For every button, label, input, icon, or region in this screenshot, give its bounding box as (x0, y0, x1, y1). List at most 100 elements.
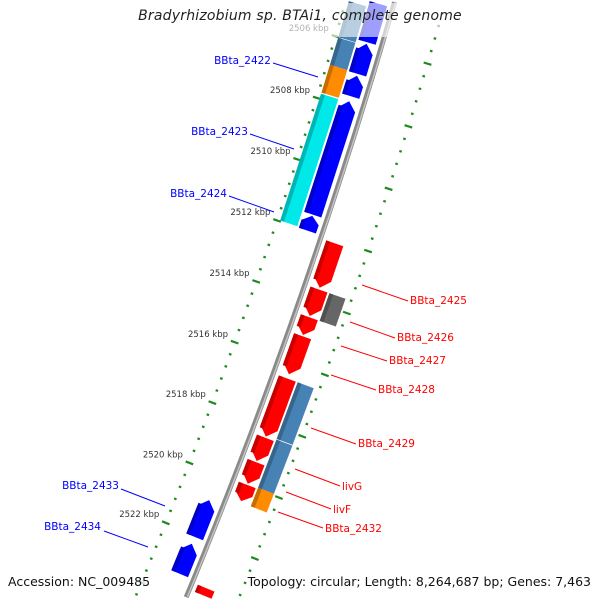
inner-minor-tick (168, 509, 173, 513)
outer-major-tick (363, 248, 373, 254)
outer-minor-tick (296, 447, 300, 451)
feature-shadow-edge (303, 286, 315, 309)
genome-backbone (183, 1, 397, 599)
outer-major-tick (404, 124, 413, 129)
feature-shadow-edge (258, 439, 281, 490)
tick-label: 2514 kbp (210, 269, 250, 279)
accession-text: Accession: NC_009485 (8, 574, 151, 589)
feature-shadow-edge (296, 314, 305, 328)
outer-minor-tick (258, 544, 262, 548)
inner-minor-tick (219, 377, 223, 380)
gene-label[interactable]: BBta_2425 (410, 295, 467, 307)
gene-label[interactable]: BBta_2423 (191, 126, 248, 138)
feature-shadow-edge (349, 47, 360, 73)
feature-cyan-feature (280, 93, 339, 227)
outer-minor-tick (332, 348, 336, 352)
outer-major-tick (298, 433, 307, 439)
inner-minor-tick (303, 133, 307, 137)
outer-minor-tick (262, 532, 267, 536)
inner-minor-tick (224, 364, 228, 368)
feature-shadow-edge (276, 382, 302, 441)
label-leader-line (294, 468, 341, 487)
tick-label: 2522 kbp (119, 510, 159, 520)
inner-minor-tick (144, 569, 148, 573)
topology-text: Topology: circular; Length: 8,264,687 bp… (247, 574, 591, 589)
inner-minor-tick (307, 121, 311, 124)
inner-minor-tick (237, 328, 241, 332)
feature-shadow-edge (250, 487, 262, 508)
feature-steel-feature (258, 439, 293, 494)
inner-minor-tick (291, 170, 295, 173)
feature-shadow-edge (342, 79, 351, 95)
genome-backbone-highlight (186, 1, 397, 598)
outer-minor-tick (398, 149, 403, 153)
inner-minor-tick (267, 243, 271, 247)
outer-major-tick (342, 310, 351, 316)
label-leader-line (249, 133, 295, 150)
inner-minor-tick (206, 413, 210, 417)
inner-minor-tick (258, 267, 263, 271)
outer-minor-tick (391, 174, 395, 178)
inner-major-tick (272, 218, 282, 223)
gene-label[interactable]: BBta_2426 (397, 332, 454, 344)
tick-label: 2508 kbp (270, 86, 310, 96)
outer-minor-tick (305, 422, 309, 426)
inner-minor-tick (134, 592, 139, 596)
inner-major-tick (161, 520, 170, 526)
inner-minor-tick (154, 545, 158, 549)
gene-label[interactable]: BBta_2428 (378, 384, 435, 396)
feature-steel-feature (276, 382, 314, 445)
feature-shadow-edge (171, 546, 185, 572)
outer-minor-tick (248, 569, 252, 573)
inner-minor-tick (271, 231, 275, 235)
outer-minor-tick (429, 49, 433, 53)
outer-minor-tick (374, 224, 378, 228)
tick-label: 2510 kbp (251, 147, 291, 157)
inner-minor-tick (279, 206, 283, 210)
inner-minor-tick (197, 437, 201, 441)
label-leader-line (103, 530, 149, 548)
inner-minor-tick (287, 182, 291, 186)
inner-minor-tick (201, 425, 205, 429)
inner-minor-tick (246, 304, 250, 308)
outer-minor-tick (414, 99, 418, 103)
feature-shadow-edge (250, 434, 261, 454)
inner-major-tick (230, 339, 239, 345)
label-leader-line (340, 345, 388, 362)
gene-label[interactable]: BBta_2427 (389, 355, 446, 367)
gene-label[interactable]: BBta_2422 (214, 55, 271, 67)
gene-label[interactable]: BBta_2434 (44, 521, 101, 533)
feature-shadow-edge (330, 37, 342, 66)
label-leader-line (277, 511, 324, 529)
outer-minor-tick (370, 237, 374, 241)
inner-minor-tick (283, 194, 287, 198)
outer-minor-tick (410, 112, 414, 116)
outer-minor-tick (327, 361, 331, 364)
inner-minor-tick (322, 71, 326, 75)
outer-minor-tick (349, 299, 353, 303)
feature-shadow-edge (194, 584, 202, 594)
outer-minor-tick (336, 336, 340, 340)
inner-major-tick (252, 279, 261, 284)
inner-minor-tick (326, 59, 330, 63)
gene-label[interactable]: livG (342, 481, 362, 493)
inner-minor-tick (159, 533, 163, 537)
feature-shadow-edge (304, 104, 343, 214)
gene-label[interactable]: BBta_2432 (325, 523, 382, 535)
outer-minor-tick (243, 581, 247, 585)
gene-label[interactable]: BBta_2433 (62, 480, 119, 492)
gene-label[interactable]: BBta_2424 (170, 188, 227, 200)
label-leader-line (310, 427, 357, 445)
outer-minor-tick (395, 162, 399, 166)
inner-minor-tick (228, 352, 232, 356)
outer-minor-tick (318, 385, 323, 389)
title-backdrop (140, 3, 460, 37)
feature-shadow-edge (321, 64, 334, 94)
feature-shadow-edge (259, 375, 283, 429)
gene-label[interactable]: BBta_2429 (358, 438, 415, 450)
label-leader-line (330, 374, 377, 391)
gene-label[interactable]: livF (333, 504, 351, 516)
outer-minor-tick (418, 87, 422, 91)
inner-minor-tick (178, 485, 182, 489)
